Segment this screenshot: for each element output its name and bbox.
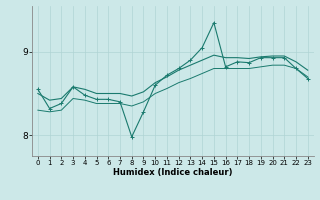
X-axis label: Humidex (Indice chaleur): Humidex (Indice chaleur) bbox=[113, 168, 233, 177]
